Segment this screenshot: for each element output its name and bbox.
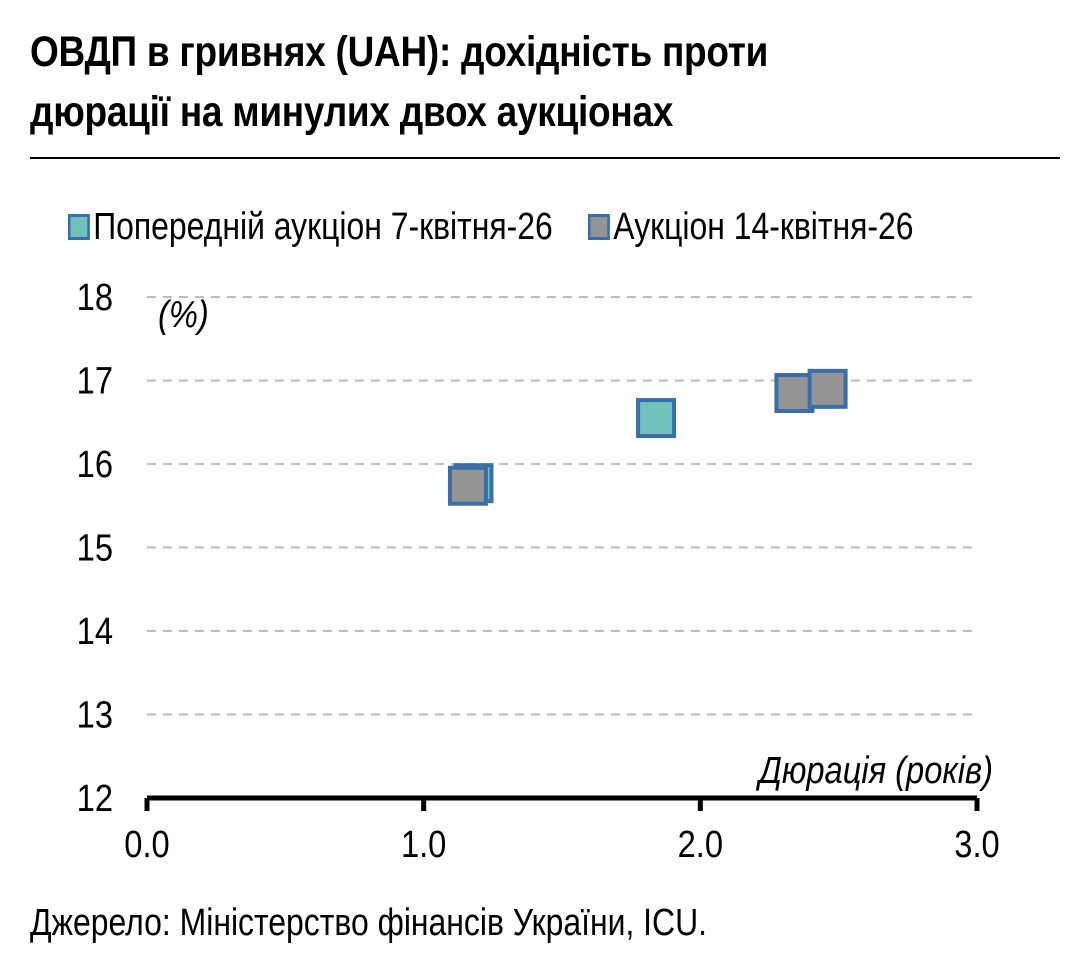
gridlines — [147, 296, 977, 716]
legend-item-current-auction: Аукціон 14-квітня-26 — [588, 206, 914, 249]
legend-label-current-auction: Аукціон 14-квітня-26 — [613, 205, 914, 248]
data-point-series-1-1 — [774, 373, 815, 414]
x-axis-ticks: 0.0 1.0 2.0 3.0 — [124, 798, 1000, 866]
title-divider — [30, 157, 1060, 159]
source-note: Джерело: Міністерство фінансів України, … — [30, 902, 708, 944]
x-tick-label-0.0: 0.0 — [124, 823, 169, 866]
y-tick-label-18: 18 — [77, 276, 113, 319]
legend-item-previous-auction: Попередній аукціон 7-квітня-26 — [68, 206, 553, 249]
data-point-series-1-2 — [807, 368, 848, 409]
legend: Попередній аукціон 7-квітня-26 Аукціон 1… — [68, 205, 949, 249]
y-axis-label: (%) — [158, 293, 209, 336]
data-point-series-1-0 — [447, 465, 488, 506]
legend-swatch-current-auction — [588, 214, 610, 240]
x-axis-label: Дюрація (років) — [755, 749, 993, 792]
scatter-chart: 12 13 14 15 16 17 18 0.0 1.0 2.0 3.0 (%) Дюрація … — [77, 276, 1000, 866]
y-tick-label-15: 15 — [77, 526, 113, 569]
x-tick-label-3.0: 3.0 — [954, 823, 999, 866]
y-tick-label-14: 14 — [77, 610, 113, 653]
data-points — [447, 368, 848, 506]
legend-label-previous-auction: Попередній аукціон 7-квітня-26 — [93, 205, 553, 248]
y-tick-label-16: 16 — [77, 443, 113, 486]
data-point-series-0-1 — [636, 398, 677, 439]
chart-title: ОВДП в гривнях (UAH): дохідність проти д… — [30, 28, 769, 136]
x-tick-label-2.0: 2.0 — [678, 823, 723, 866]
y-tick-label-12: 12 — [77, 777, 113, 820]
legend-swatch-previous-auction — [68, 214, 90, 240]
x-tick-label-1.0: 1.0 — [401, 823, 446, 866]
y-tick-label-17: 17 — [77, 359, 113, 402]
y-tick-label-13: 13 — [77, 693, 113, 736]
y-axis-ticks: 12 13 14 15 16 17 18 — [77, 276, 113, 820]
